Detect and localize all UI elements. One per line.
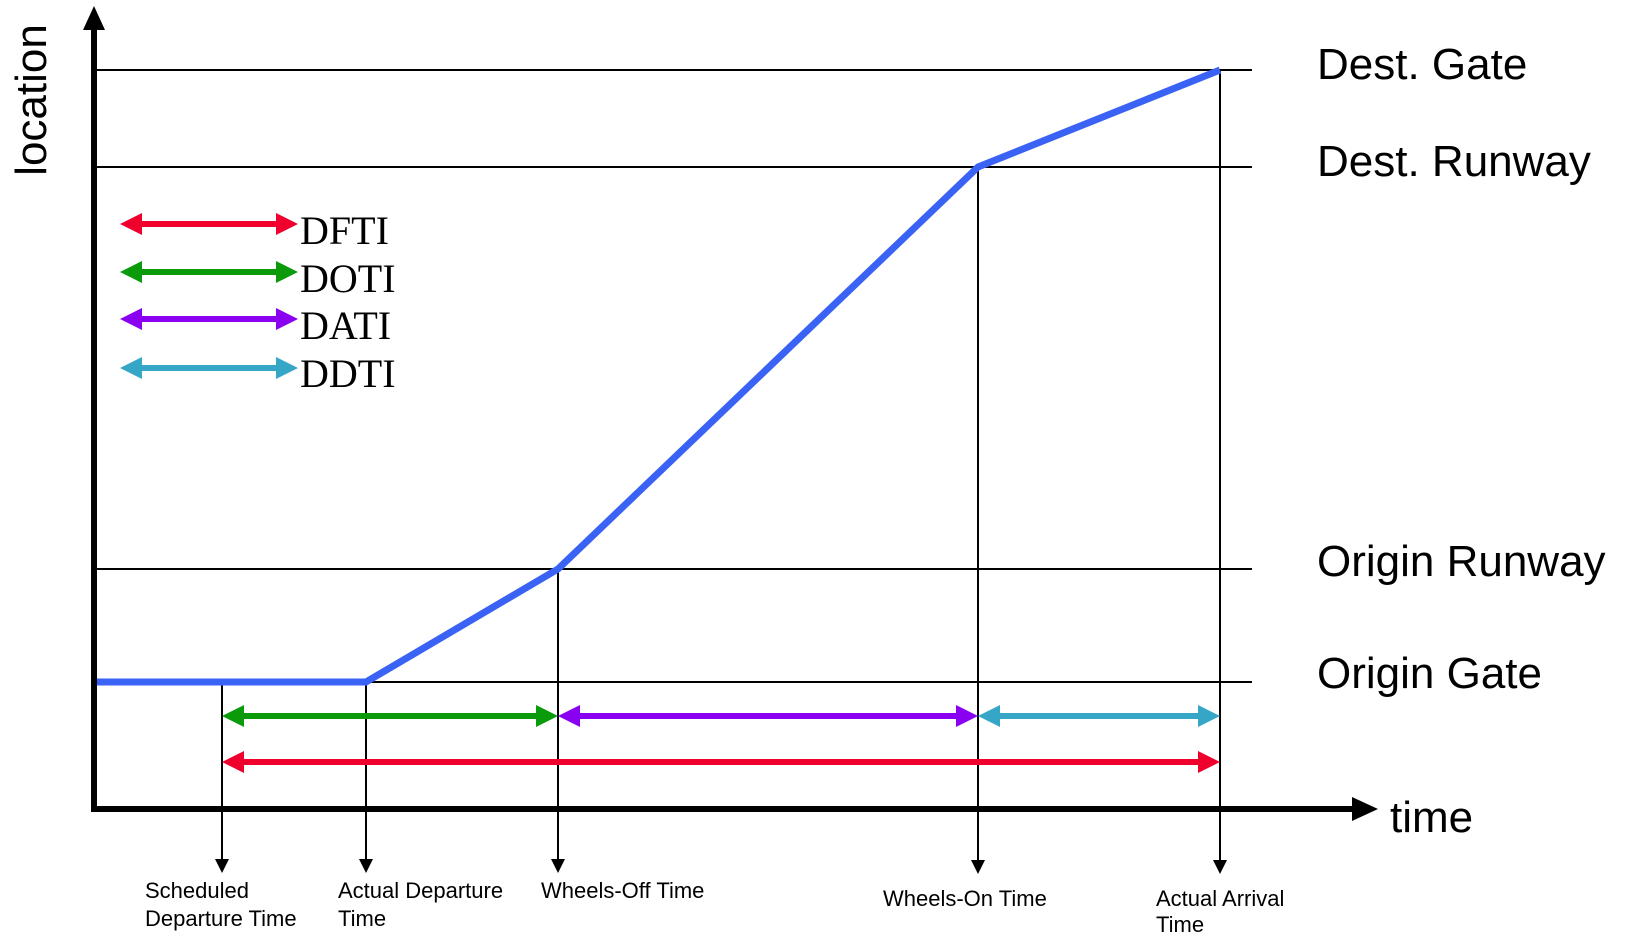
time-line-actual-departure (359, 682, 373, 873)
arrowhead-right-icon (536, 705, 558, 727)
time-label-line: Actual Arrival (1156, 886, 1284, 911)
location-labels: Dest. Gate Dest. Runway Origin Runway Or… (1317, 40, 1606, 698)
interval-arrow-dfti (222, 751, 1220, 773)
time-line-scheduled-departure (215, 682, 229, 873)
location-label-dest-runway: Dest. Runway (1317, 137, 1591, 186)
interval-arrow-ddti (978, 705, 1220, 727)
time-label-line: Wheels-Off Time (541, 878, 704, 903)
down-arrow-icon (215, 859, 229, 873)
x-axis-label: time (1390, 793, 1473, 842)
time-label-scheduled-departure: Scheduled Departure Time (145, 878, 297, 931)
time-line-wheels-off (551, 569, 565, 873)
legend-arrow-doti (120, 261, 298, 283)
arrowhead-right-icon (956, 705, 978, 727)
time-label-actual-arrival: Actual Arrival Time (1156, 886, 1291, 935)
down-arrow-icon (551, 859, 565, 873)
arrowhead-left-icon (120, 213, 142, 235)
trajectory-line (94, 66, 1222, 686)
time-line-wheels-on (971, 167, 985, 874)
time-line-actual-arrival (1213, 70, 1227, 874)
location-reference-lines (94, 69, 1252, 683)
x-axis-arrowhead (1352, 797, 1378, 821)
axes: location time (7, 6, 1473, 842)
arrowhead-left-icon (222, 705, 244, 727)
time-label-line: Wheels-On Time (883, 886, 1047, 911)
arrowhead-right-icon (1198, 705, 1220, 727)
time-label-wheels-on: Wheels-On Time (883, 886, 1047, 911)
flight-trajectory (94, 66, 1222, 686)
down-arrow-icon (1213, 860, 1227, 874)
location-label-dest-gate: Dest. Gate (1317, 40, 1527, 89)
interval-arrows (222, 705, 1220, 773)
arrowhead-right-icon (276, 357, 298, 379)
arrowhead-left-icon (558, 705, 580, 727)
legend-arrow-dati (120, 308, 298, 330)
arrowhead-right-icon (276, 308, 298, 330)
time-reference-lines (215, 70, 1227, 874)
location-label-origin-gate: Origin Gate (1317, 649, 1542, 698)
arrowhead-left-icon (222, 751, 244, 773)
arrowhead-right-icon (276, 261, 298, 283)
arrowhead-left-icon (978, 705, 1000, 727)
legend-arrow-dfti (120, 213, 298, 235)
interval-arrow-doti (222, 705, 558, 727)
time-labels: Scheduled Departure Time Actual Departur… (145, 878, 1291, 935)
arrowhead-left-icon (120, 308, 142, 330)
arrowhead-left-icon (120, 261, 142, 283)
y-axis-arrowhead (83, 6, 105, 30)
legend-label-ddti: DDTI (300, 351, 396, 396)
legend-arrow-ddti (120, 357, 298, 379)
time-label-actual-departure: Actual Departure Time (338, 878, 509, 931)
arrowhead-left-icon (120, 357, 142, 379)
interval-arrow-dati (558, 705, 978, 727)
time-label-line: Time (338, 906, 386, 931)
y-axis-label: location (7, 24, 56, 176)
legend-labels: DFTI DOTI DATI DDTI (300, 208, 396, 396)
time-label-wheels-off: Wheels-Off Time (541, 878, 704, 903)
arrowhead-right-icon (1198, 751, 1220, 773)
time-label-line: Departure Time (145, 906, 297, 931)
down-arrow-icon (359, 859, 373, 873)
down-arrow-icon (971, 860, 985, 874)
location-label-origin-runway: Origin Runway (1317, 537, 1606, 586)
time-label-line: Scheduled (145, 878, 249, 903)
legend-label-dati: DATI (300, 303, 391, 348)
legend (120, 213, 298, 379)
time-label-line: Time (1156, 912, 1204, 935)
time-label-line: Actual Departure (338, 878, 503, 903)
legend-label-doti: DOTI (300, 256, 396, 301)
arrowhead-right-icon (276, 213, 298, 235)
legend-label-dfti: DFTI (300, 208, 389, 253)
